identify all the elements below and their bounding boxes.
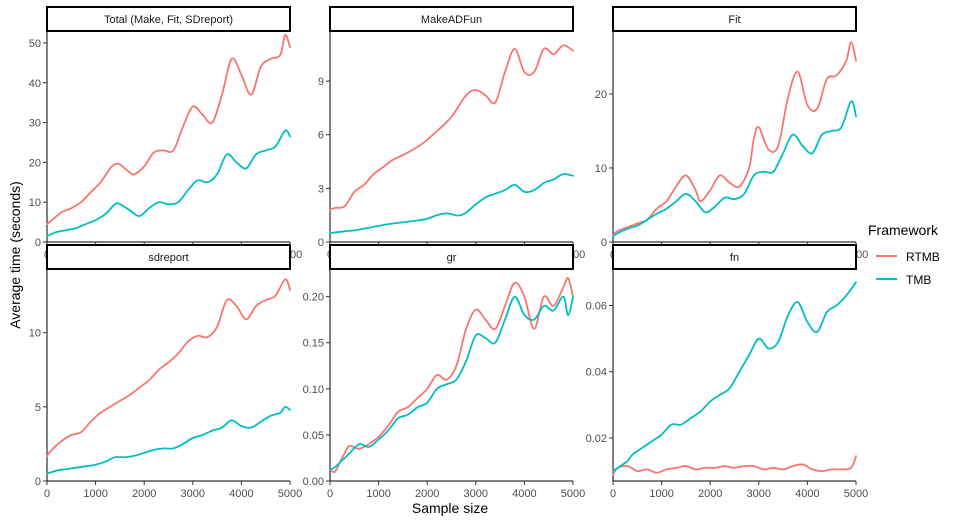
panel-strip (329, 6, 574, 32)
panel-strip (329, 244, 574, 270)
y-tick-label: 0.00 (303, 476, 324, 488)
series-line-rtmb (329, 44, 574, 211)
y-tick-label: 50 (29, 38, 41, 50)
y-tick-label: 10 (29, 328, 41, 340)
x-tick-label: 3000 (181, 488, 205, 500)
x-tick-label: 5000 (561, 488, 585, 500)
panel-title: fn (730, 252, 739, 264)
series-line-rtmb (46, 278, 291, 457)
panel-strip (46, 244, 291, 270)
panel-6: fn 0.02 0.04 0.06 0 1000 2000 3000 4000 5000 (586, 244, 868, 500)
y-tick-label: 0 (35, 476, 41, 488)
y-tick-label: 0.05 (303, 430, 324, 442)
series-line-tmb (46, 129, 291, 237)
panel-strip (612, 6, 857, 32)
panels: Total (Make, Fit, SDreport)0102030405001… (29, 6, 868, 500)
panel-strip (612, 244, 857, 270)
x-tick-label: 0 (44, 488, 50, 500)
x-tick-label: 1000 (83, 488, 107, 500)
x-tick-label: 5000 (278, 488, 302, 500)
y-tick-label: 20 (29, 157, 41, 169)
x-tick-label: 0 (327, 488, 333, 500)
y-tick-label: 0.10 (303, 384, 324, 396)
panel-title: gr (447, 252, 457, 264)
y-tick-label: 0 (318, 237, 324, 249)
series-line-tmb (329, 173, 574, 234)
y-tick-label: 0.06 (586, 300, 607, 312)
panel-strip (46, 6, 291, 32)
y-tick-label: 0.02 (586, 433, 607, 445)
series-line-rtmb (612, 455, 857, 476)
series-line-tmb (612, 281, 857, 472)
x-tick-label: 2000 (132, 488, 156, 500)
series-line-rtmb (46, 34, 291, 225)
panel-3: Fit01020010002000300040005000 (595, 6, 868, 261)
y-tick-label: 40 (29, 78, 41, 90)
x-tick-label: 4000 (795, 488, 819, 500)
x-tick-label: 2000 (415, 488, 439, 500)
legend-title: Framework (868, 222, 939, 238)
series-line-rtmb (612, 41, 857, 236)
series-line-tmb (46, 405, 291, 475)
legend: Framework RTMB TMB (868, 222, 940, 287)
panel-title: MakeADFun (421, 14, 482, 26)
x-tick-label: 1000 (366, 488, 390, 500)
panel-title: sdreport (148, 252, 188, 264)
y-tick-label: 20 (595, 89, 607, 101)
legend-label-rtmb: RTMB (906, 250, 940, 264)
panel-4: sdreport 0 5 10 0 1000 2000 3000 4000 5000 (29, 244, 302, 500)
legend-entry-tmb: TMB (876, 273, 931, 287)
y-tick-label: 0 (601, 237, 607, 249)
x-tick-label: 3000 (747, 488, 771, 500)
y-tick-label: 10 (595, 163, 607, 175)
series-line-rtmb (329, 277, 574, 473)
y-tick-label: 3 (318, 183, 324, 195)
x-axis-title: Sample size (412, 500, 488, 516)
panel-5: gr 0.00 0.05 0.10 0.15 0.20 0 1000 2000 3000 4000 5… (303, 244, 585, 500)
y-tick-label: 0 (35, 237, 41, 249)
x-tick-label: 4000 (229, 488, 253, 500)
panel-1: Total (Make, Fit, SDreport)0102030405001… (29, 6, 302, 261)
series-line-tmb (612, 100, 857, 237)
legend-label-tmb: TMB (906, 273, 931, 287)
x-tick-label: 0 (610, 488, 616, 500)
y-tick-label: 10 (29, 197, 41, 209)
y-tick-label: 6 (318, 130, 324, 142)
panel-2: MakeADFun0369010002000300040005000 (318, 6, 585, 261)
panel-title: Fit (728, 14, 740, 26)
legend-entry-rtmb: RTMB (876, 250, 940, 264)
x-tick-label: 3000 (464, 488, 488, 500)
y-tick-label: 0.15 (303, 338, 324, 350)
x-tick-label: 4000 (512, 488, 536, 500)
x-tick-label: 2000 (698, 488, 722, 500)
y-tick-label: 0.04 (586, 367, 607, 379)
y-tick-label: 30 (29, 118, 41, 130)
x-tick-label: 1000 (649, 488, 673, 500)
y-tick-label: 9 (318, 76, 324, 88)
series-line-tmb (329, 295, 574, 471)
y-axis-title: Average time (seconds) (7, 181, 23, 329)
x-tick-label: 5000 (844, 488, 868, 500)
panel-title: Total (Make, Fit, SDreport) (104, 14, 233, 26)
y-tick-label: 0.20 (303, 292, 324, 304)
y-tick-label: 5 (35, 402, 41, 414)
